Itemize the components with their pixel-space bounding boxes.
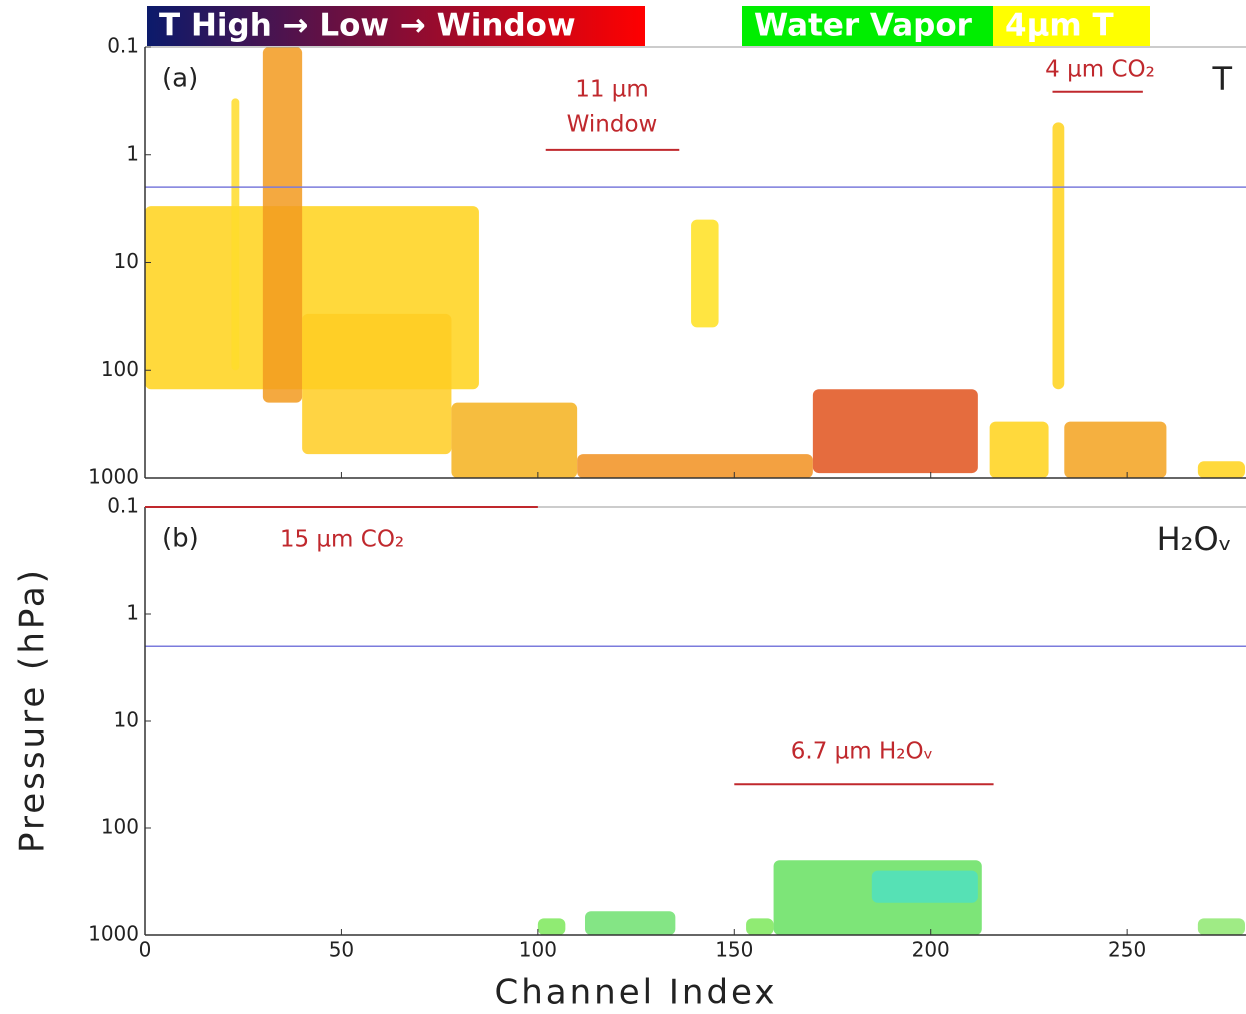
legend-label: T High → Low → Window [159, 8, 576, 44]
legend-label: 4µm T [1005, 8, 1114, 44]
y-tick-label: 0.1 [107, 494, 139, 518]
variable-label: T [1211, 60, 1232, 98]
panel-label: (a) [162, 64, 198, 94]
heat-region [691, 219, 719, 328]
annotation: 6.7 µm H₂Oᵥ [791, 739, 933, 765]
legend-box [742, 6, 993, 46]
panel-label: (b) [162, 524, 199, 554]
legend-label: Water Vapor [754, 8, 973, 44]
heat-region [231, 98, 240, 371]
heat-region [451, 402, 578, 478]
x-tick-label: 200 [912, 938, 950, 962]
legend-box [147, 6, 645, 46]
y-tick-label: 100 [101, 357, 139, 381]
y-tick-label: 100 [101, 815, 139, 839]
y-tick-label: 1 [126, 601, 139, 625]
heat-region [989, 421, 1049, 478]
heat-region [1052, 122, 1065, 390]
heat-region [1197, 918, 1245, 935]
x-tick-label: 100 [519, 938, 557, 962]
x-tick-label: 0 [139, 938, 152, 962]
heat-region [302, 313, 452, 455]
heat-region [537, 918, 566, 935]
heat-region [585, 911, 676, 935]
heat-region [812, 389, 978, 474]
annotation: 4 µm CO₂ [1045, 57, 1155, 83]
legend-box [993, 6, 1150, 46]
x-axis-label: Channel Index [495, 973, 778, 1013]
y-tick-label: 10 [114, 708, 139, 732]
heat-region [577, 454, 813, 478]
heat-region [262, 47, 303, 403]
annotation: Window [567, 112, 658, 138]
y-axis-label: Pressure (hPa) [13, 567, 53, 853]
variable-label: H₂Oᵥ [1157, 520, 1232, 558]
heat-region [1064, 421, 1167, 478]
x-tick-label: 150 [715, 938, 753, 962]
heat-region [746, 918, 774, 935]
annotation: 15 µm CO₂ [280, 527, 404, 553]
annotation: 11 µm [575, 77, 649, 103]
y-tick-label: 1000 [88, 922, 139, 946]
y-tick-label: 10 [114, 249, 139, 273]
x-tick-label: 50 [329, 938, 354, 962]
y-tick-label: 1 [126, 141, 139, 165]
y-tick-label: 0.1 [107, 34, 139, 58]
heat-region [1197, 461, 1245, 478]
x-tick-label: 250 [1108, 938, 1146, 962]
y-tick-label: 1000 [88, 465, 139, 489]
heat-region [871, 870, 978, 903]
